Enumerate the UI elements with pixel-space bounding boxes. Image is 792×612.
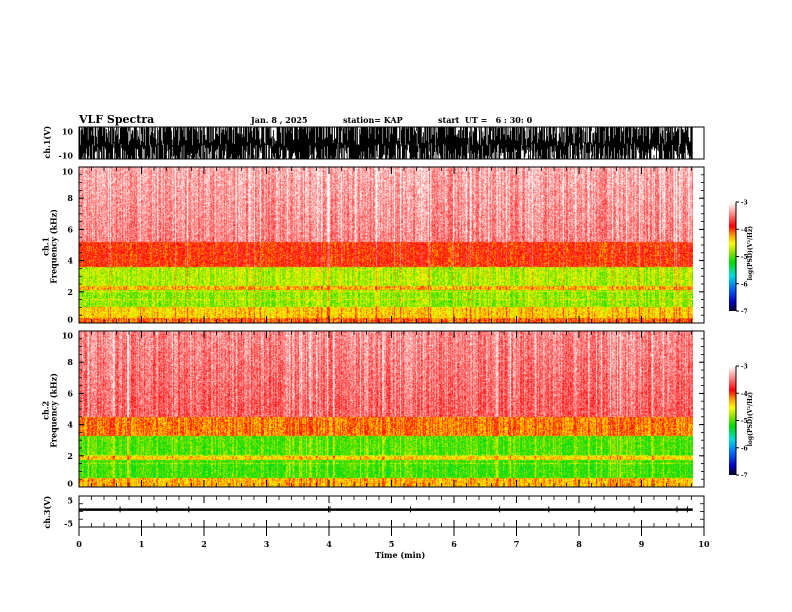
y-tick-label: 10 [62,127,74,137]
y-tick-label: 4 [67,420,73,430]
waveform-spikes [119,506,688,513]
colorbar-tick-label: -4 [741,391,748,398]
x-tick-label: 10 [698,539,710,549]
y-tick-label: 2 [67,287,73,297]
colorbar-tick-label: -3 [741,364,748,371]
x-tick-label: 4 [326,539,332,549]
x-tick-label: 0 [76,539,82,549]
x-tick-label: 8 [576,539,582,549]
y-tick-label: 6 [67,388,73,398]
waveform-trace-ch3-waveform [79,508,693,511]
y-tick-label: 5 [67,496,73,506]
y-tick-label: -5 [64,519,73,529]
colorbar-tick-label: -3 [741,200,748,207]
x-tick-label: 5 [389,539,395,549]
colorbar-tick-label: -6 [741,281,748,288]
colorbar-tick-label: -7 [741,473,748,480]
start-ut-label: start UT = 6 : 30: 0 [438,115,533,125]
y-tick-label: -10 [59,151,74,161]
y-tick-label: 10 [62,167,74,177]
x-axis-label: Time (min) [375,550,426,560]
date-label: Jan. 8 , 2025 [251,115,308,125]
colorbar-tick-label: -6 [741,445,748,452]
station-label: station= KAP [343,115,403,125]
spectrogram-image-ch1-spectrogram [79,167,693,323]
y-tick-label: 8 [67,193,73,203]
chart-title: VLF Spectra [79,113,155,126]
colorbar-tick-label: -4 [741,227,748,234]
x-tick-label: 3 [264,539,270,549]
x-tick-label: 6 [451,539,457,549]
y-tick-label: 10 [62,331,74,341]
colorbar-tick-label: -5 [741,418,748,425]
x-tick-label: 9 [639,539,645,549]
colorbar-tick-label: -7 [741,309,748,316]
colorbar-tick-label: -5 [741,254,748,261]
y-tick-label: 0 [67,315,73,325]
colorbar-gradient [729,202,736,311]
spectrogram-image-ch2-spectrogram [79,331,693,487]
x-tick-label: 2 [201,539,207,549]
y-tick-label: 0 [67,479,73,489]
x-tick-label: 7 [514,539,520,549]
y-tick-label: 2 [67,451,73,461]
y-tick-label: 8 [67,357,73,367]
y-tick-label: 6 [67,224,73,234]
colorbar-gradient [729,366,736,475]
x-tick-label: 1 [139,539,145,549]
y-tick-label: 4 [67,256,73,266]
waveform-trace-ch1-waveform [78,127,693,159]
